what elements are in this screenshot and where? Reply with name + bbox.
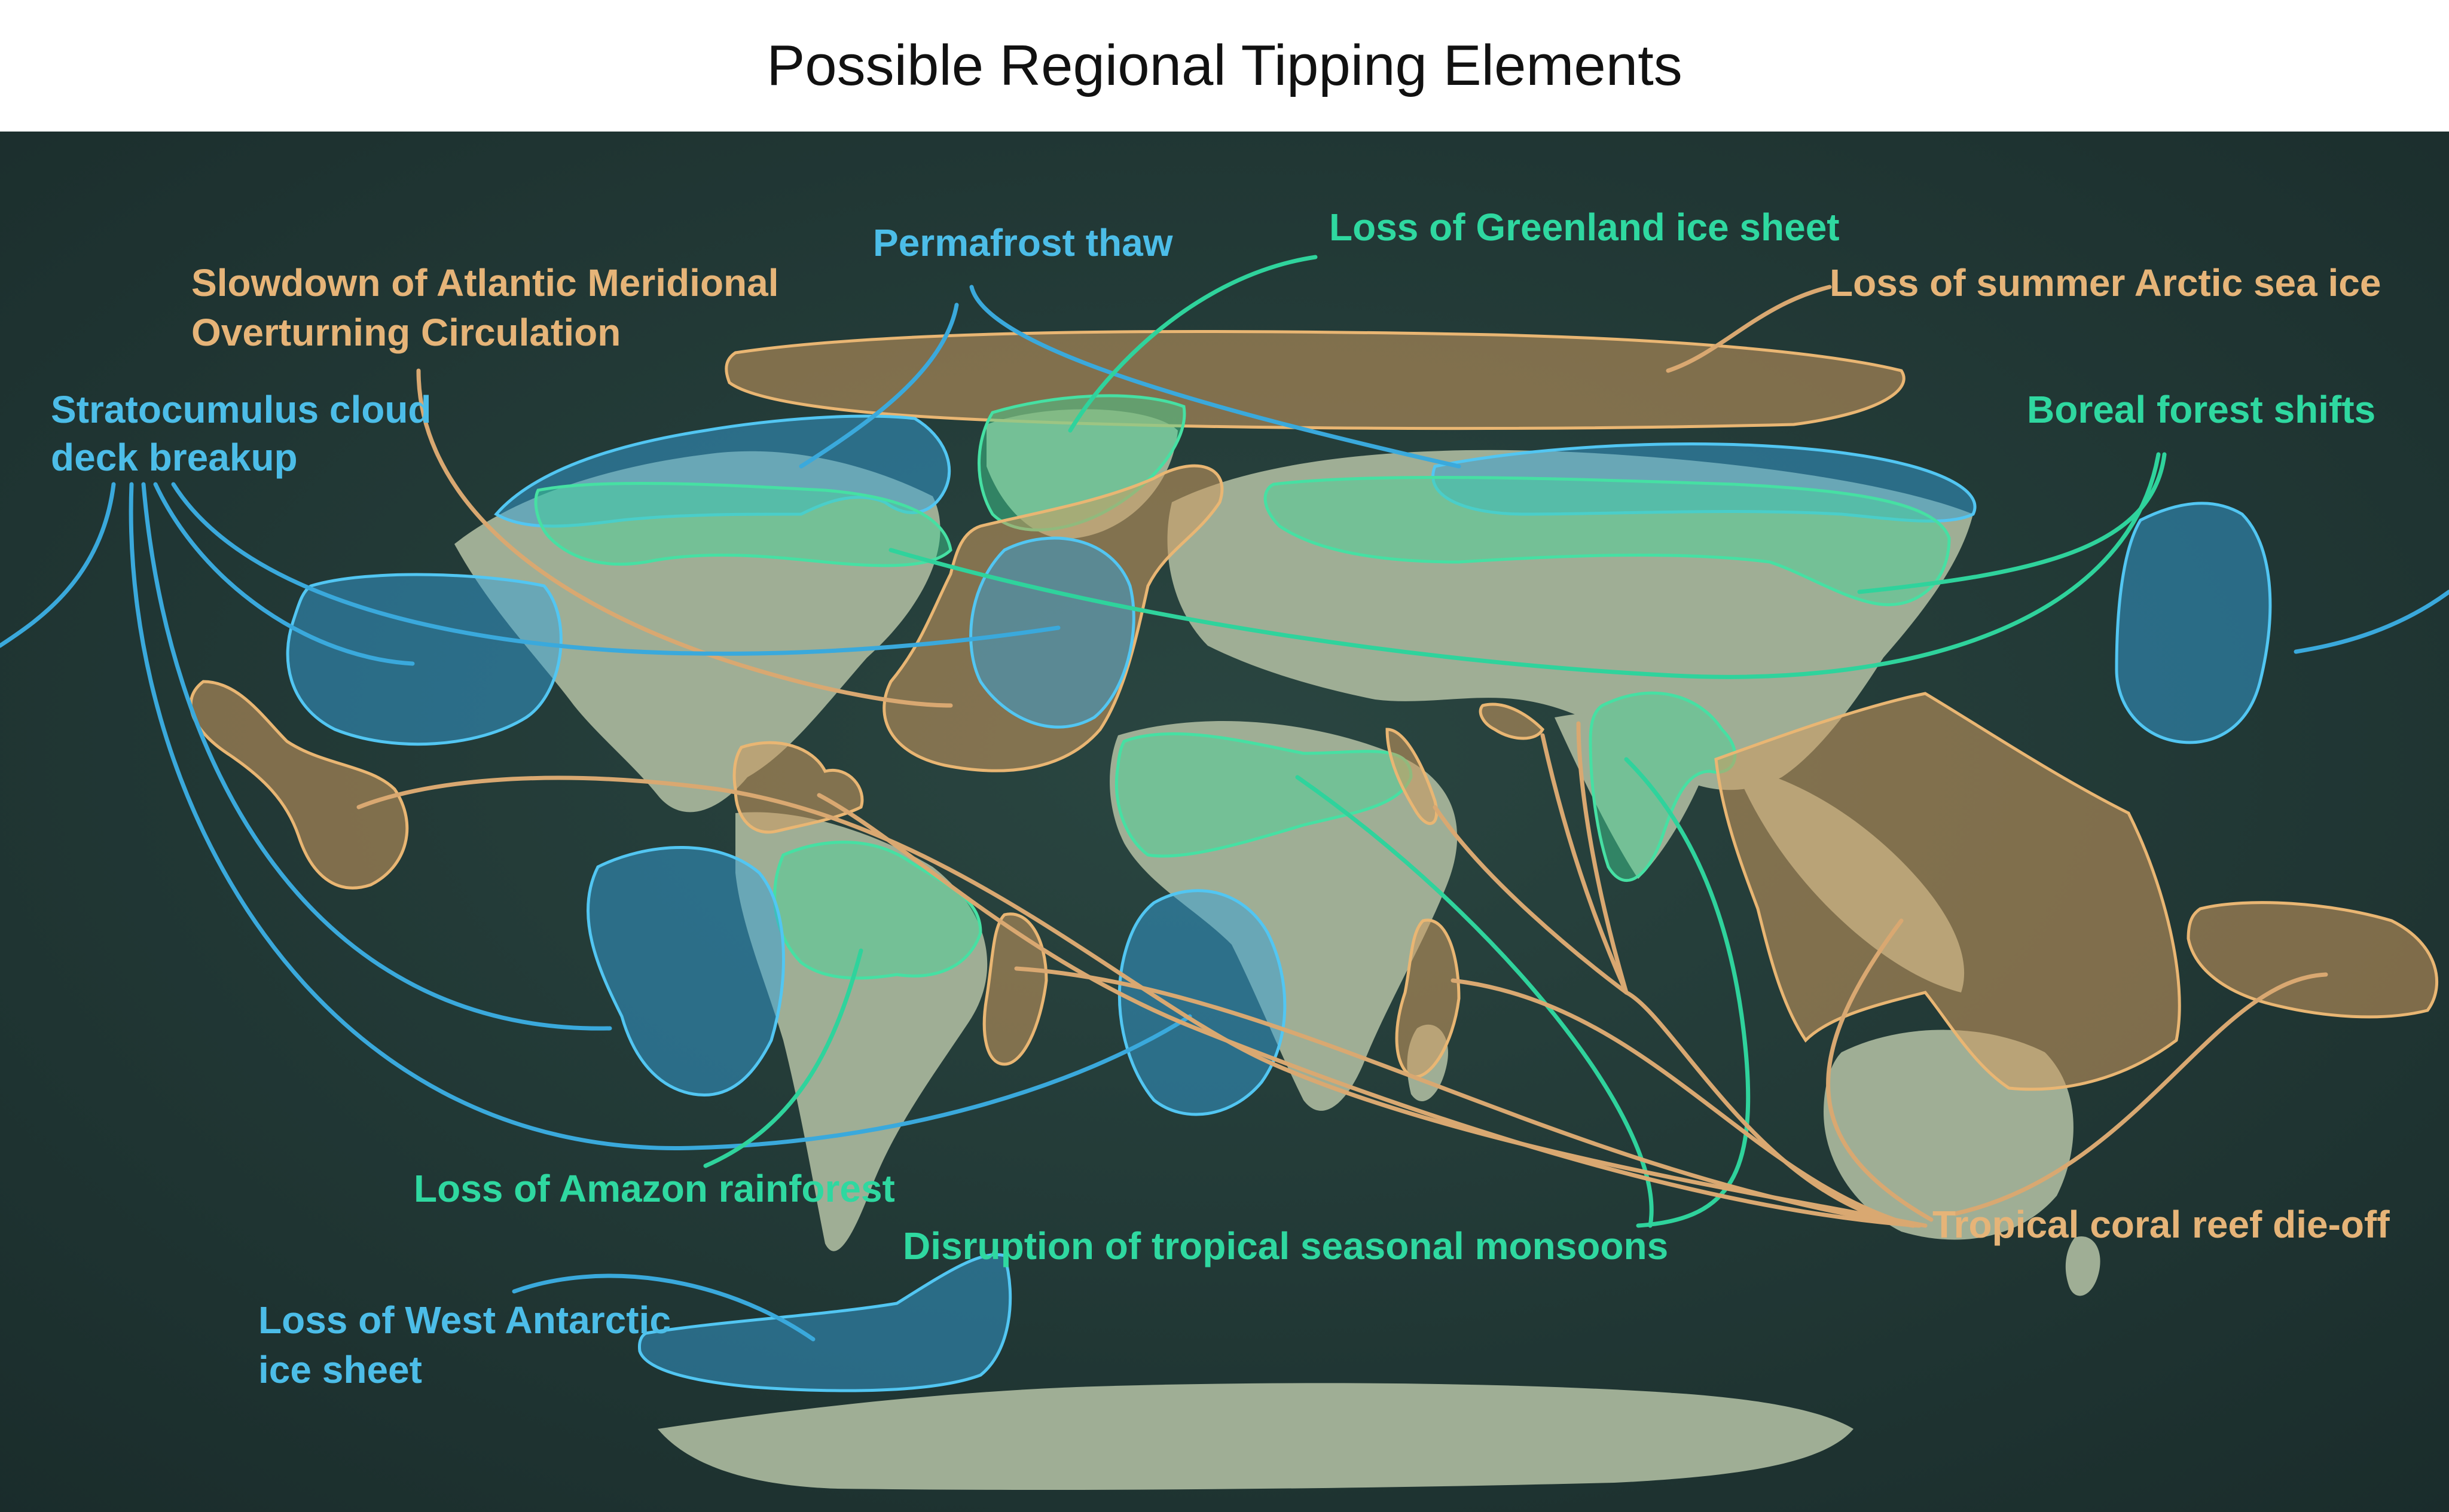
region-coral-red-sea: [1385, 728, 1439, 825]
label-west-antarctic-line1: Loss of West Antarctic: [258, 1299, 671, 1342]
landmass-south-america: [735, 812, 988, 1251]
label-west-antarctic-line2: ice sheet: [258, 1348, 422, 1391]
region-north-atlantic-subpolar: [969, 536, 1135, 729]
title-bar: Possible Regional Tipping Elements: [0, 0, 2449, 132]
line-amazon: [703, 948, 863, 1168]
line-strato-spacific: [141, 482, 612, 1031]
line-coral-epacific: [356, 775, 1928, 1228]
label-arctic-sea-ice: Loss of summer Arctic sea ice: [1830, 261, 2381, 304]
label-boreal-forest: Boreal forest shifts: [2027, 388, 2375, 431]
landmass-africa: [1110, 721, 1458, 1111]
label-greenland-ice-sheet: Loss of Greenland ice sheet: [1329, 206, 1840, 249]
line-permafrost-na: [799, 303, 959, 469]
line-coral-eafrica: [1451, 978, 1916, 1228]
line-strato-npacific: [153, 482, 415, 666]
line-boreal-na: [888, 452, 2161, 679]
region-coral-brazil: [982, 912, 1048, 1066]
line-arctic-ice: [1666, 285, 1832, 373]
region-coral-south-pacific: [2187, 901, 2439, 1019]
line-coral-triangle: [1826, 918, 1934, 1222]
line-boreal-eurasia: [1857, 452, 2167, 594]
world-map: Permafrost thaw Loss of Greenland ice sh…: [0, 132, 2449, 1512]
region-boreal-eurasia: [1263, 475, 1951, 606]
landmass-eurasia: [1167, 450, 1973, 790]
region-boreal-north-america: [534, 481, 952, 567]
region-amazon-rainforest: [773, 841, 982, 980]
landmass-north-america: [454, 451, 940, 812]
map-canvas: Permafrost thaw Loss of Greenland ice sh…: [0, 132, 2449, 1512]
line-coral-spacific: [1953, 972, 2328, 1216]
tipping-regions: [189, 329, 2439, 1392]
label-stratocumulus-line2: deck breakup: [51, 436, 298, 479]
region-coral-caribbean: [732, 741, 864, 834]
region-coral-eastern-pacific: [189, 680, 409, 890]
line-monsoon-india: [1624, 757, 1751, 1228]
region-stratocumulus-south-pacific: [586, 846, 785, 1096]
connector-lines: [0, 255, 2449, 1342]
region-west-antarctic-ice-sheet: [638, 1253, 1012, 1392]
region-stratocumulus-southeast-pacific: [2115, 502, 2272, 744]
landmass-antarctica: [658, 1383, 1853, 1490]
label-amoc-line2: Overturning Circulation: [191, 311, 621, 354]
line-greenland: [1068, 255, 1318, 433]
label-amoc-line1: Slowdown of Atlantic Meridional: [191, 261, 779, 304]
labels: Permafrost thaw Loss of Greenland ice sh…: [51, 206, 2390, 1391]
label-amazon-rainforest: Loss of Amazon rainforest: [414, 1167, 895, 1210]
region-monsoon-india: [1589, 691, 1737, 882]
region-coral-coral-triangle: [1714, 692, 2181, 1091]
region-stratocumulus-north-pacific: [286, 573, 563, 746]
line-strato-natlantic: [171, 482, 1061, 656]
label-monsoons: Disruption of tropical seasonal monsoons: [903, 1224, 1668, 1267]
label-permafrost-thaw: Permafrost thaw: [873, 221, 1173, 264]
line-west-antarctic: [512, 1273, 816, 1342]
region-coral-persian-gulf: [1479, 702, 1545, 740]
label-coral-reef: Tropical coral reef die-off: [1932, 1203, 2390, 1246]
label-stratocumulus-line1: Stratocumulus cloud: [51, 388, 432, 431]
line-coral-brazil: [1014, 966, 1916, 1228]
line-amoc: [416, 368, 953, 708]
line-strato-offleft: [0, 482, 116, 648]
line-coral-india: [1576, 721, 1629, 995]
line-permafrost-eurasia: [969, 285, 1461, 469]
region-monsoon-west-africa: [1115, 732, 1413, 858]
line-coral-redsea: [1433, 805, 1916, 1228]
landmass-india: [1555, 713, 1716, 879]
line-coral-caribbean: [817, 793, 1922, 1228]
region-arctic-sea-ice: [725, 329, 1906, 430]
landmass-new-zealand: [2065, 1236, 2100, 1296]
page-title: Possible Regional Tipping Elements: [767, 33, 1682, 97]
line-strato-satlantic: [129, 482, 1192, 1150]
line-monsoon-wafrica: [1295, 775, 1654, 1228]
line-coral-persian: [1540, 733, 1629, 995]
line-strato-sepacific: [2294, 589, 2449, 654]
